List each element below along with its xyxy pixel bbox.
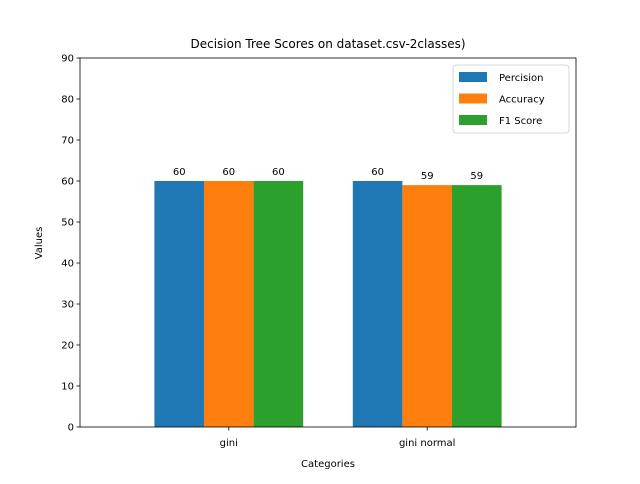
legend-swatch: [459, 72, 487, 82]
legend: Percision Accuracy F1 Score: [452, 64, 570, 134]
x-tick-label: gini: [220, 438, 238, 449]
y-tick-label: 50: [61, 218, 74, 229]
bar: [154, 181, 204, 427]
bar-value-label: 60: [222, 167, 235, 178]
bar-value-label: 60: [371, 167, 384, 178]
legend-swatch: [459, 115, 487, 125]
bar-value-label: 59: [470, 171, 483, 182]
bar: [452, 185, 502, 427]
legend-entry-label: Accuracy: [499, 95, 545, 106]
y-tick-label: 70: [61, 136, 74, 147]
y-tick-label: 80: [61, 95, 74, 106]
bar: [402, 185, 452, 427]
legend-entry-label: F1 Score: [499, 116, 542, 127]
y-axis-label: Values: [34, 227, 45, 260]
bar-value-label: 59: [421, 171, 434, 182]
chart-title: Decision Tree Scores on dataset.csv-2cla…: [190, 37, 465, 51]
y-axis-ticks: 0 10 20 30 40 50 60 70 80 90: [61, 54, 80, 434]
y-tick-label: 90: [61, 54, 74, 65]
legend-entry-label: Percision: [499, 73, 543, 84]
bar-value-labels: 60 60 60 59 60 59: [173, 167, 483, 182]
y-tick-label: 10: [61, 382, 74, 393]
bars: [154, 181, 502, 427]
y-tick-label: 0: [68, 423, 74, 434]
legend-swatch: [459, 93, 487, 104]
x-tick-label: gini normal: [399, 438, 455, 449]
bar-value-label: 60: [272, 167, 285, 178]
y-tick-label: 60: [61, 177, 74, 188]
x-axis-label: Categories: [301, 459, 355, 470]
bar-value-label: 60: [173, 167, 186, 178]
plot-frame: [79, 57, 577, 428]
bar: [352, 181, 403, 427]
y-tick-label: 20: [61, 341, 74, 352]
y-tick-label: 30: [61, 300, 74, 311]
bar: [204, 181, 254, 427]
y-tick-label: 40: [61, 259, 74, 270]
bar: [253, 181, 304, 427]
x-axis-ticks: gini gini normal: [220, 427, 455, 449]
